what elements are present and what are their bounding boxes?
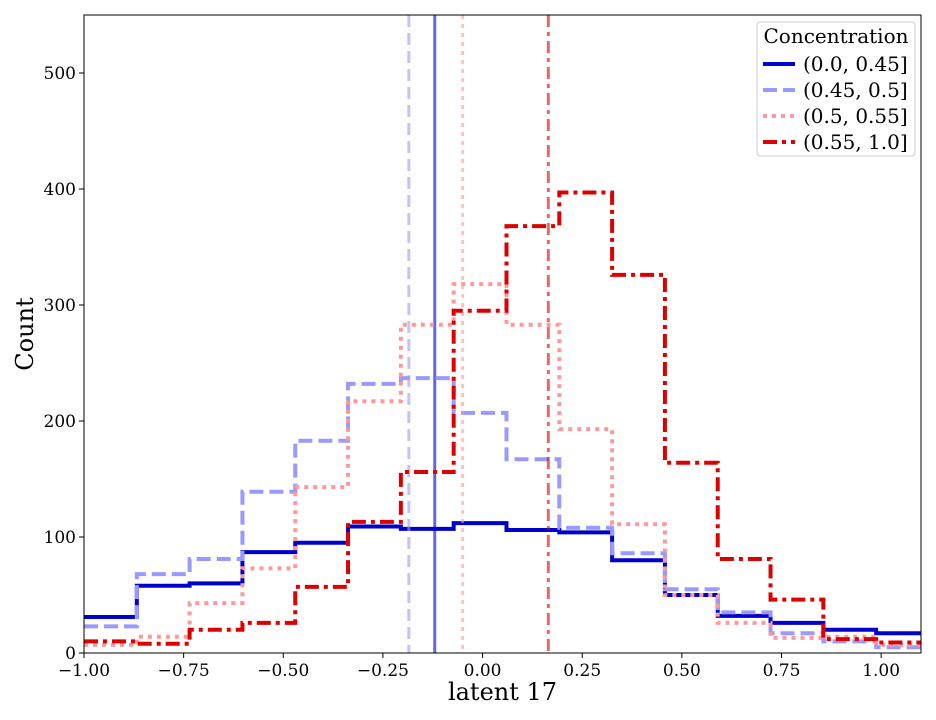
x-tick-label: −1.00 — [58, 661, 110, 681]
legend: Concentration (0.0, 0.45](0.45, 0.5](0.5… — [756, 21, 916, 157]
histogram-series-2 — [84, 376, 921, 650]
x-tick-label: −0.75 — [158, 661, 210, 681]
legend-title: Concentration — [763, 24, 908, 48]
x-tick-label: −0.50 — [257, 661, 309, 681]
histogram-series-4 — [84, 190, 921, 646]
legend-entry-3: (0.5, 0.55] — [803, 104, 908, 128]
y-axis: 0 100 200 300 400 500 — [44, 64, 84, 664]
y-tick-label: 200 — [44, 412, 76, 432]
histogram-series-1 — [84, 521, 921, 636]
x-tick-label: 1.00 — [862, 661, 900, 681]
y-tick-label: 100 — [44, 528, 76, 548]
y-tick-label: 500 — [44, 64, 76, 84]
legend-entry-2: (0.45, 0.5] — [803, 78, 908, 102]
x-tick-label: 0.50 — [663, 661, 701, 681]
x-axis-label: latent 17 — [448, 678, 557, 706]
x-axis: −1.00 −0.75 −0.50 −0.25 0.00 0.25 0.50 0.75 1.00 — [58, 653, 900, 681]
legend-entry-1: (0.0, 0.45] — [803, 52, 908, 76]
y-axis-label: Count — [11, 297, 39, 371]
y-tick-label: 0 — [65, 644, 76, 664]
legend-entry-4: (0.55, 1.0] — [803, 130, 908, 154]
plot-frame — [83, 14, 922, 654]
legend-box — [756, 21, 916, 157]
x-tick-label: 0.00 — [464, 661, 502, 681]
histogram-series-3 — [84, 282, 921, 647]
x-tick-label: 0.25 — [563, 661, 601, 681]
y-tick-label: 300 — [44, 296, 76, 316]
y-tick-label: 400 — [44, 180, 76, 200]
x-tick-label: 0.75 — [763, 661, 801, 681]
x-tick-label: −0.25 — [357, 661, 409, 681]
